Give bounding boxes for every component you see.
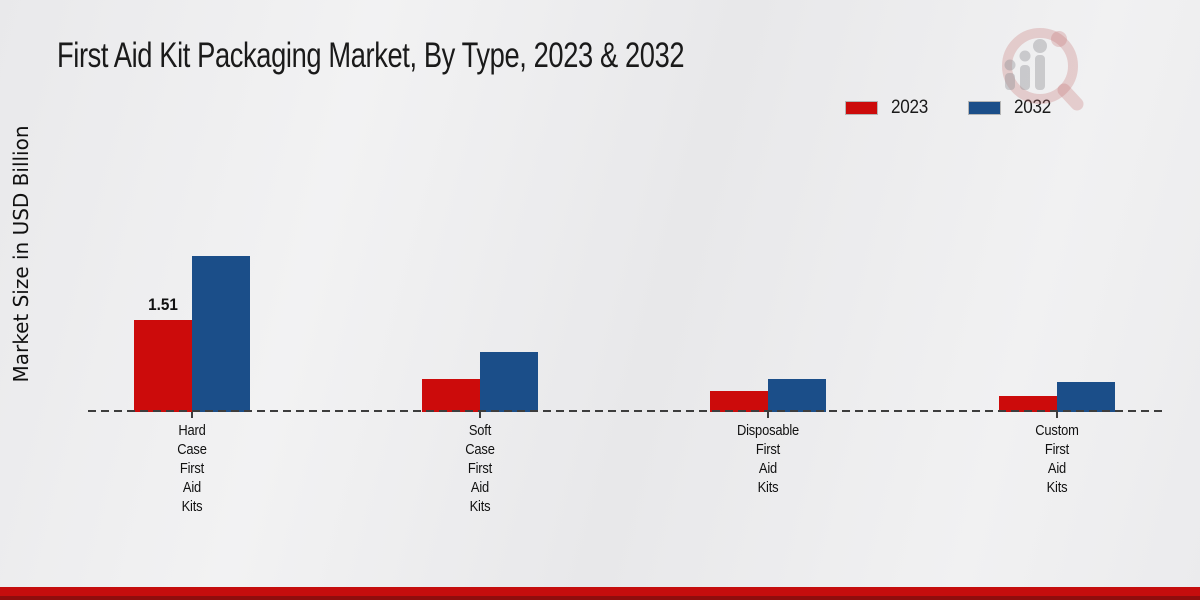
category-label-soft-case-first-aid-kits: Soft Case First Aid Kits: [465, 422, 495, 515]
chart-title: First Aid Kit Packaging Market, By Type,…: [57, 36, 685, 75]
bar-2032-soft-case-first-aid-kits: [480, 352, 538, 412]
category-label-custom-first-aid-kits: Custom First Aid Kits: [1035, 422, 1079, 496]
bar-2032-custom-first-aid-kits: [1057, 382, 1115, 412]
axis-tick: [1056, 412, 1058, 418]
legend-swatch-2032: [968, 101, 1002, 115]
x-axis-baseline: [88, 410, 1163, 412]
legend-item-2032: 2032: [968, 97, 1055, 119]
category-label-disposable-first-aid-kits: Disposable First Aid Kits: [736, 422, 800, 496]
bar-2032-hard-case-first-aid-kits: [192, 256, 250, 412]
bar-2023-custom-first-aid-kits: [999, 396, 1057, 412]
category-label-hard-case-first-aid-kits: Hard Case First Aid Kits: [177, 422, 207, 515]
bar-2032-disposable-first-aid-kits: [768, 379, 826, 412]
axis-tick: [191, 412, 193, 418]
magnifier-bar-chart-logo: [1002, 28, 1084, 111]
footer-accent-band: [0, 587, 1200, 600]
axis-tick: [767, 412, 769, 418]
legend-label-2032: 2032: [1014, 97, 1052, 118]
legend: 2023 2032: [845, 97, 1055, 119]
legend-item-2023: 2023: [845, 97, 932, 119]
bar-value-label: 1.51: [148, 295, 178, 315]
bar-2023-disposable-first-aid-kits: [710, 391, 768, 412]
axis-tick: [479, 412, 481, 418]
legend-label-2023: 2023: [891, 97, 928, 118]
bar-2023-soft-case-first-aid-kits: [422, 379, 480, 412]
legend-swatch-2023: [845, 101, 878, 115]
bar-2023-hard-case-first-aid-kits: [134, 320, 192, 412]
